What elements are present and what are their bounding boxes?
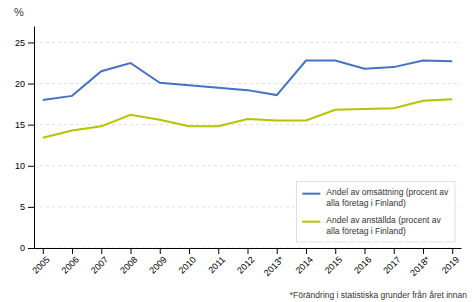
x-tick-mark	[423, 248, 424, 254]
y-tick: 5	[20, 202, 34, 212]
series-line	[43, 99, 452, 138]
x-tick: 2016	[352, 248, 373, 276]
y-tick-mark	[28, 42, 34, 43]
y-axis-label: %	[14, 6, 24, 18]
y-tick-mark	[28, 248, 34, 249]
x-tick-label: 2017	[381, 254, 402, 275]
x-tick-mark	[277, 248, 278, 254]
y-tick: 0	[20, 243, 34, 253]
grid-line	[34, 124, 461, 125]
x-tick-label: 2012	[235, 254, 256, 275]
x-tick: 2018*	[408, 248, 432, 278]
x-tick-label: 2006	[60, 254, 81, 275]
chart: 0510152025200520062007200820092010201120…	[0, 0, 473, 302]
y-axis-line	[34, 27, 35, 249]
x-tick: 2010	[177, 248, 198, 276]
y-tick-label: 20	[15, 79, 25, 89]
legend-entry: Andel av omsättning (procent avalla före…	[302, 188, 449, 209]
x-tick-label: 2011	[206, 254, 227, 275]
x-tick-label: 2007	[89, 254, 110, 275]
grid-line	[34, 165, 461, 166]
y-tick-label: 0	[20, 243, 25, 253]
x-tick-label: 2008	[118, 254, 139, 275]
grid-line	[34, 83, 461, 84]
x-tick: 2008	[118, 248, 139, 276]
x-tick-mark	[306, 248, 307, 254]
legend: Andel av omsättning (procent avalla före…	[296, 182, 455, 243]
x-tick-mark	[101, 248, 102, 254]
x-tick: 2012	[235, 248, 256, 276]
x-tick-label: 2005	[30, 254, 51, 275]
legend-entry: Andel av anställda (procent avalla föret…	[302, 216, 441, 237]
x-tick-label: 2013*	[262, 254, 286, 278]
x-tick-mark	[72, 248, 73, 254]
x-tick-label: 2014	[294, 254, 315, 275]
legend-box	[296, 182, 455, 243]
legend-swatch	[302, 193, 320, 195]
x-tick-label: 2010	[177, 254, 198, 275]
x-tick-mark	[160, 248, 161, 254]
x-tick: 2019	[440, 248, 461, 276]
plot: 0510152025200520062007200820092010201120…	[15, 27, 462, 279]
x-tick: 2009	[147, 248, 168, 276]
x-tick: 2005	[30, 248, 51, 276]
y-tick-label: 25	[15, 38, 25, 48]
x-tick-mark	[248, 248, 249, 254]
x-tick-mark	[394, 248, 395, 254]
x-axis: 2005 2006 2007 2008 2009 2010 2011 2012 2013* 201…	[30, 248, 461, 278]
series-line	[43, 61, 452, 100]
y-tick-mark	[28, 84, 34, 85]
y-tick-mark	[28, 207, 34, 208]
grid-line	[34, 42, 461, 43]
y-axis: 0 5 10 15 20 25	[15, 27, 35, 254]
y-tick: 10	[15, 161, 34, 171]
x-tick-label: 2018*	[408, 254, 432, 278]
footnote: *Förändring i statistiska grunder från å…	[290, 290, 467, 300]
y-tick: 20	[15, 79, 34, 89]
y-tick-label: 5	[20, 202, 25, 212]
y-tick-label: 15	[15, 120, 25, 130]
x-tick: 2014	[294, 248, 315, 276]
chart-container: 0510152025200520062007200820092010201120…	[0, 0, 473, 302]
x-tick: 2015	[323, 248, 344, 276]
x-tick: 2013*	[262, 248, 286, 278]
y-tick-mark	[28, 125, 34, 126]
grid	[34, 42, 461, 248]
lines	[43, 61, 452, 138]
legend-label: Andel av anställda (procent avalla föret…	[326, 216, 441, 237]
y-tick: 25	[15, 38, 34, 48]
x-tick-mark	[364, 248, 365, 254]
x-tick-mark	[335, 248, 336, 254]
x-tick-label: 2016	[352, 254, 373, 275]
x-tick-mark	[189, 248, 190, 254]
x-tick-mark	[218, 248, 219, 254]
x-tick-label: 2009	[147, 254, 168, 275]
legend-swatch	[302, 221, 320, 223]
x-tick-label: 2015	[323, 254, 344, 275]
y-tick: 15	[15, 120, 34, 130]
y-tick-mark	[28, 166, 34, 167]
x-tick-mark	[452, 248, 453, 254]
y-tick-label: 10	[15, 161, 25, 171]
legend-label: Andel av omsättning (procent avalla före…	[326, 188, 449, 209]
x-tick-mark	[131, 248, 132, 254]
x-tick: 2017	[381, 248, 402, 276]
x-tick: 2011	[206, 248, 227, 275]
x-tick: 2007	[89, 248, 110, 276]
x-tick: 2006	[60, 248, 81, 276]
x-tick-mark	[43, 248, 44, 254]
x-tick-label: 2019	[440, 254, 461, 275]
